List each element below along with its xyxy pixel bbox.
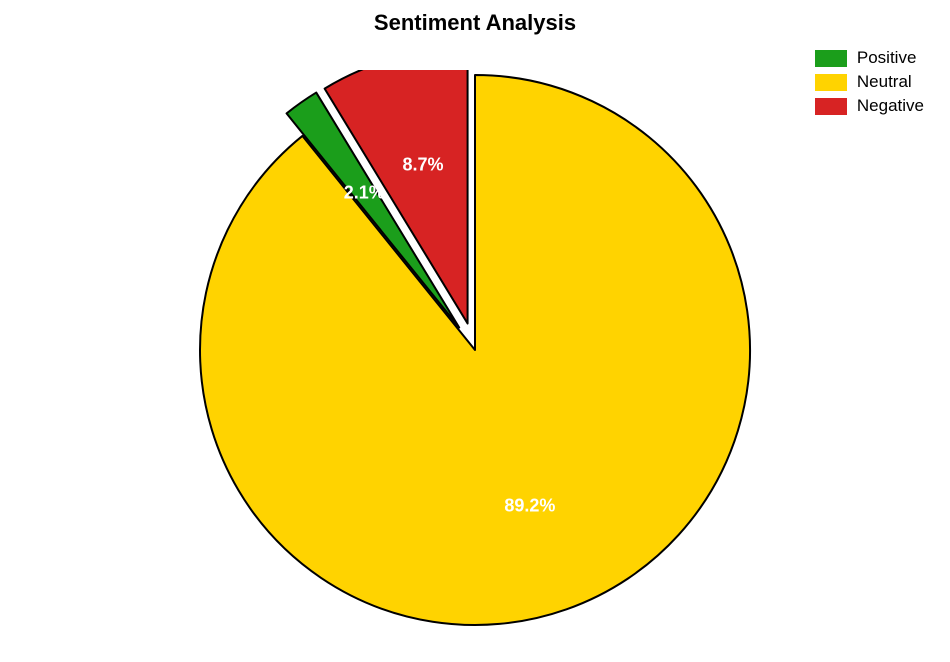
slice-label-positive: 2.1% — [344, 182, 385, 203]
legend-swatch — [815, 50, 847, 67]
legend: Positive Neutral Negative — [815, 48, 924, 120]
legend-swatch — [815, 98, 847, 115]
pie-slice-neutral — [200, 75, 750, 625]
slice-label-neutral: 89.2% — [504, 495, 555, 516]
legend-item-positive: Positive — [815, 48, 924, 68]
chart-title: Sentiment Analysis — [374, 10, 576, 36]
legend-label: Neutral — [857, 72, 912, 92]
legend-swatch — [815, 74, 847, 91]
slice-label-negative: 8.7% — [403, 154, 444, 175]
legend-item-neutral: Neutral — [815, 72, 924, 92]
legend-item-negative: Negative — [815, 96, 924, 116]
pie-chart: 8.7% 2.1% 89.2% — [195, 70, 755, 630]
legend-label: Negative — [857, 96, 924, 116]
legend-label: Positive — [857, 48, 917, 68]
